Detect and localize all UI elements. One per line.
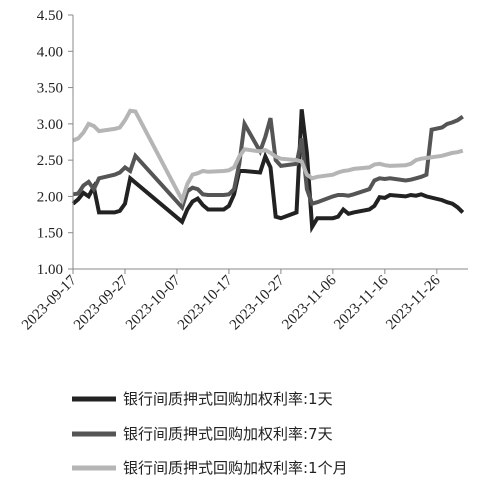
x-axis-ticks: 2023-09-172023-09-272023-10-072023-10-17… <box>19 269 444 333</box>
legend-label-2: 银行间质押式回购加权利率:7天 <box>123 425 333 443</box>
series-line-1 <box>71 109 465 234</box>
series-line-3 <box>72 108 464 206</box>
y-tick-label: 4.00 <box>37 44 63 60</box>
series-line-2 <box>72 114 464 212</box>
x-tick-label: 2023-10-27 <box>227 272 288 333</box>
y-tick-label: 2.00 <box>37 189 63 205</box>
legend: 银行间质押式回购加权利率:1天银行间质押式回购加权利率:7天银行间质押式回购加权… <box>72 390 348 477</box>
y-tick-label: 1.00 <box>37 262 63 278</box>
x-tick-label: 2023-10-07 <box>123 272 184 333</box>
legend-label-3: 银行间质押式回购加权利率:1个月 <box>123 459 348 477</box>
x-tick-label: 2023-09-17 <box>19 272 80 333</box>
y-tick-label: 2.50 <box>37 153 63 169</box>
y-tick-label: 3.00 <box>37 117 63 133</box>
x-tick-label: 2023-11-06 <box>279 272 340 333</box>
y-tick-label: 4.50 <box>37 8 63 24</box>
x-tick-label: 2023-10-17 <box>175 272 236 333</box>
x-tick-label: 2023-09-27 <box>71 272 132 333</box>
legend-label-1: 银行间质押式回购加权利率:1天 <box>123 390 333 408</box>
y-tick-label: 3.50 <box>37 81 63 97</box>
x-tick-label: 2023-11-26 <box>383 272 444 333</box>
y-axis-ticks: 4.50 4.00 3.50 3.00 2.50 2.00 1.50 1.00 <box>37 8 73 278</box>
x-tick-label: 2023-11-16 <box>331 272 392 333</box>
plot-lines <box>71 108 465 234</box>
y-tick-label: 1.50 <box>37 226 63 242</box>
